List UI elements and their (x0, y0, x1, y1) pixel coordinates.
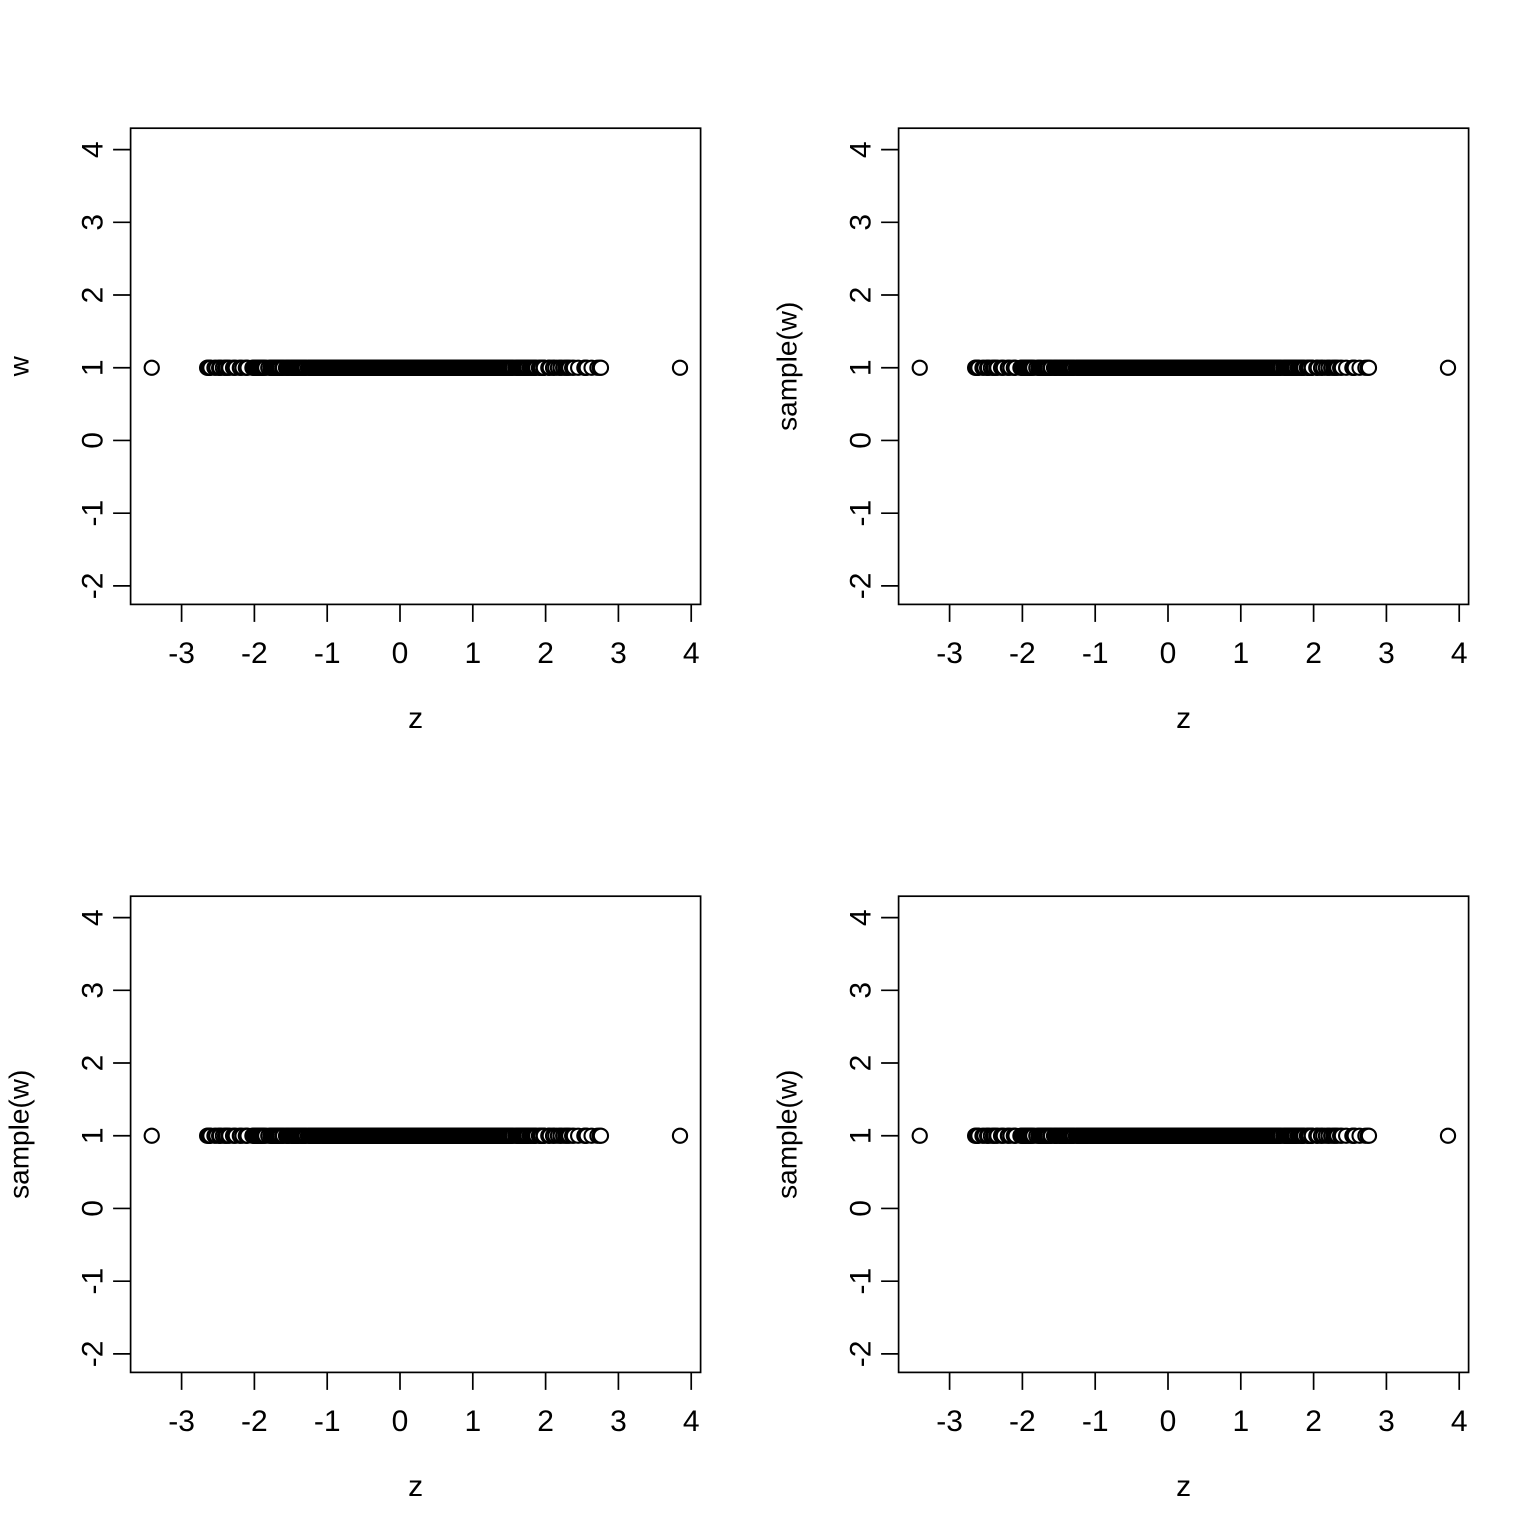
svg-text:2: 2 (537, 1405, 554, 1438)
svg-text:-1: -1 (1082, 637, 1109, 670)
svg-text:-1: -1 (1082, 1405, 1109, 1438)
svg-text:4: 4 (845, 909, 878, 926)
svg-text:3: 3 (77, 214, 110, 231)
svg-text:0: 0 (845, 1200, 878, 1217)
svg-text:3: 3 (845, 982, 878, 999)
svg-text:1: 1 (845, 1127, 878, 1144)
svg-text:z: z (1176, 702, 1191, 735)
svg-text:3: 3 (77, 982, 110, 999)
svg-text:-1: -1 (314, 637, 341, 670)
svg-text:4: 4 (683, 1405, 700, 1438)
svg-text:w: w (4, 355, 35, 377)
svg-text:3: 3 (845, 214, 878, 231)
svg-text:-3: -3 (936, 1405, 963, 1438)
svg-text:0: 0 (77, 1200, 110, 1217)
svg-text:-3: -3 (168, 637, 195, 670)
svg-text:2: 2 (537, 637, 554, 670)
svg-text:sample(w): sample(w) (772, 1070, 803, 1199)
svg-text:4: 4 (1451, 1405, 1468, 1438)
svg-text:z: z (1176, 1470, 1191, 1503)
svg-text:-3: -3 (168, 1405, 195, 1438)
svg-text:-1: -1 (77, 500, 110, 527)
svg-text:-2: -2 (77, 573, 110, 600)
svg-text:-2: -2 (77, 1341, 110, 1368)
svg-text:1: 1 (1232, 1405, 1249, 1438)
svg-text:4: 4 (1451, 637, 1468, 670)
svg-text:3: 3 (610, 1405, 627, 1438)
svg-text:-2: -2 (241, 1405, 268, 1438)
svg-text:4: 4 (683, 637, 700, 670)
svg-text:-2: -2 (1009, 1405, 1036, 1438)
svg-text:0: 0 (1160, 637, 1177, 670)
svg-text:-1: -1 (845, 500, 878, 527)
svg-text:-1: -1 (845, 1268, 878, 1295)
svg-text:-2: -2 (1009, 637, 1036, 670)
svg-text:3: 3 (1378, 1405, 1395, 1438)
svg-text:-1: -1 (77, 1268, 110, 1295)
svg-text:3: 3 (610, 637, 627, 670)
svg-text:3: 3 (1378, 637, 1395, 670)
svg-text:2: 2 (77, 1055, 110, 1072)
svg-text:1: 1 (845, 359, 878, 376)
svg-text:0: 0 (392, 637, 409, 670)
svg-text:0: 0 (392, 1405, 409, 1438)
svg-text:2: 2 (77, 287, 110, 304)
svg-text:4: 4 (845, 141, 878, 158)
svg-text:1: 1 (464, 637, 481, 670)
svg-text:0: 0 (77, 432, 110, 449)
svg-text:1: 1 (77, 1127, 110, 1144)
svg-text:z: z (408, 702, 423, 735)
svg-text:z: z (408, 1470, 423, 1503)
svg-text:0: 0 (845, 432, 878, 449)
svg-text:-2: -2 (241, 637, 268, 670)
svg-text:2: 2 (845, 287, 878, 304)
svg-text:4: 4 (77, 909, 110, 926)
svg-text:sample(w): sample(w) (4, 1070, 35, 1199)
svg-text:1: 1 (77, 359, 110, 376)
svg-text:4: 4 (77, 141, 110, 158)
svg-text:-2: -2 (845, 1341, 878, 1368)
svg-text:-3: -3 (936, 637, 963, 670)
svg-text:0: 0 (1160, 1405, 1177, 1438)
svg-text:1: 1 (1232, 637, 1249, 670)
svg-text:1: 1 (464, 1405, 481, 1438)
svg-text:2: 2 (1305, 637, 1322, 670)
svg-text:-2: -2 (845, 573, 878, 600)
svg-text:2: 2 (1305, 1405, 1322, 1438)
svg-text:2: 2 (845, 1055, 878, 1072)
svg-text:-1: -1 (314, 1405, 341, 1438)
svg-text:sample(w): sample(w) (772, 302, 803, 431)
